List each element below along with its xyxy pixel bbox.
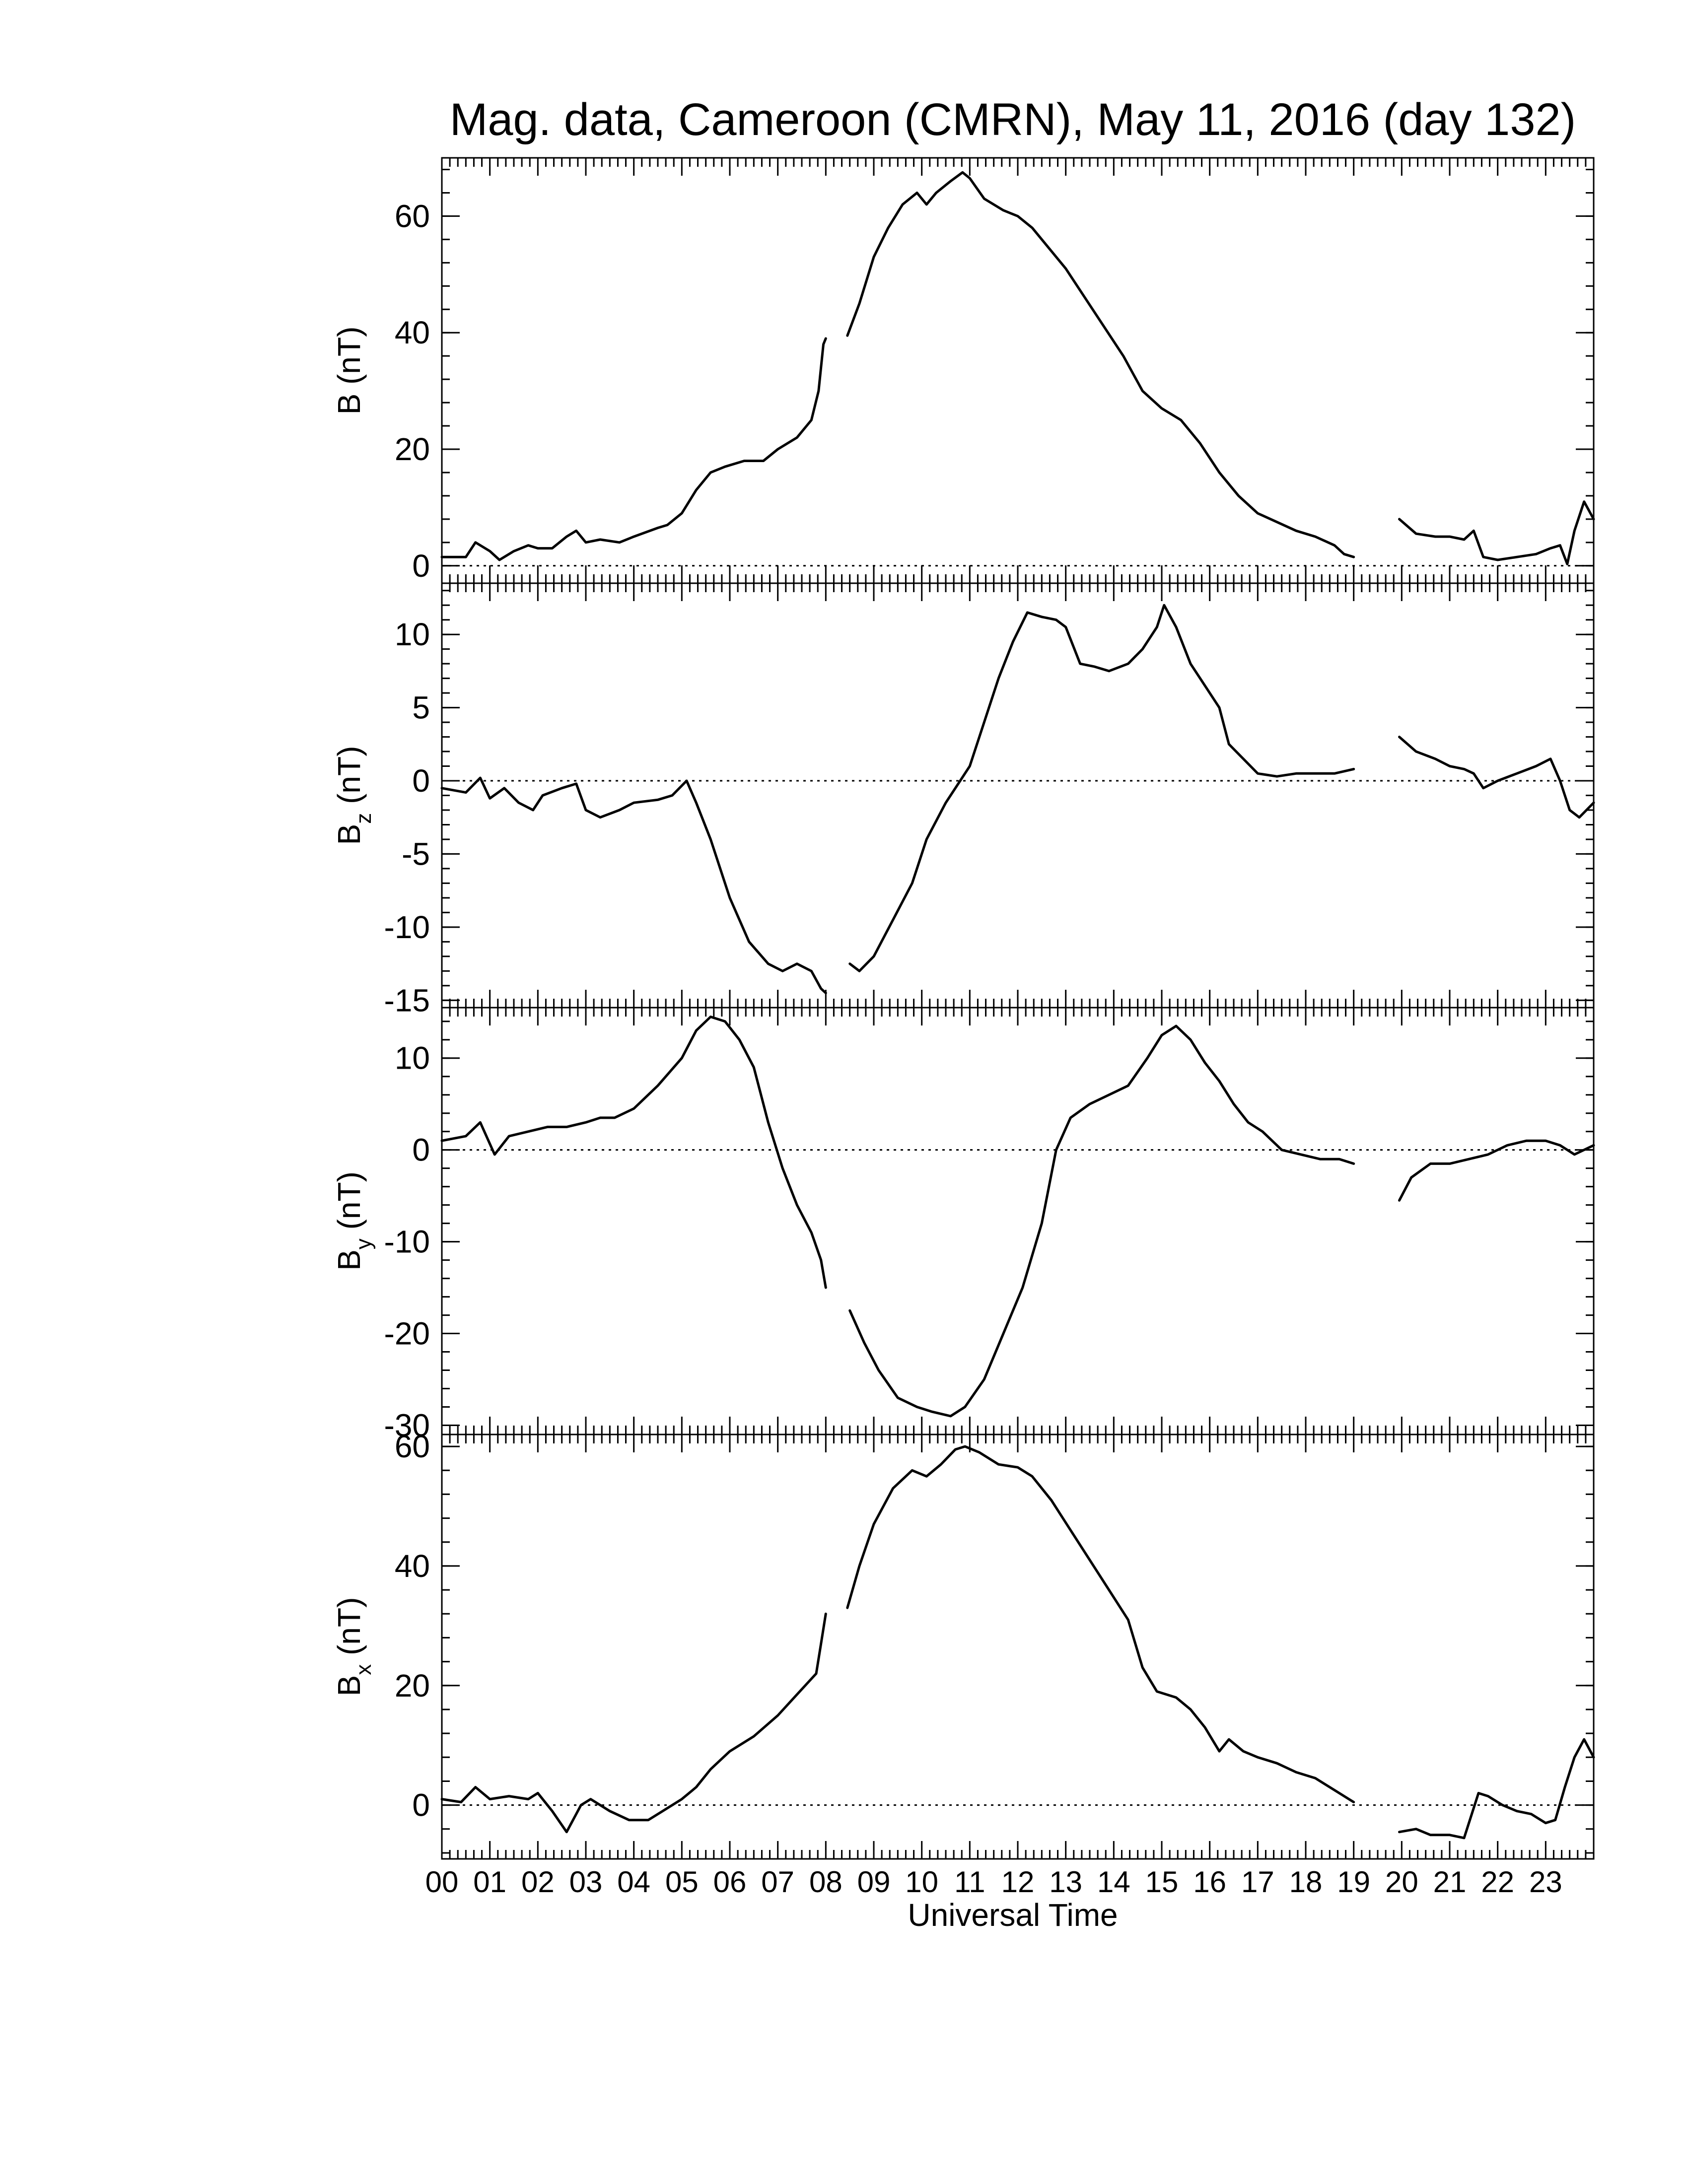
y-tick-label: 60 <box>395 1429 430 1464</box>
y-minor-ticks <box>442 1445 1594 1854</box>
x-tick-label: 00 <box>425 1865 459 1899</box>
x-tick-label: 04 <box>617 1865 650 1899</box>
y-tick-label: -10 <box>384 1224 430 1260</box>
x-tick-label: 14 <box>1097 1865 1130 1899</box>
series-line-bz <box>440 776 827 994</box>
x-tick-label: 18 <box>1289 1865 1323 1899</box>
x-tick-label: 21 <box>1433 1865 1467 1899</box>
y-minor-ticks <box>442 1021 1594 1427</box>
y-tick-label: 10 <box>395 1040 430 1076</box>
y-minor-ticks <box>442 590 1594 1001</box>
y-tick-label: 0 <box>412 1132 430 1168</box>
series-line-bx <box>1398 1738 1595 1840</box>
y-axis-label: B (nT) <box>331 327 367 415</box>
series-line-bx <box>846 1445 1355 1804</box>
y-tick-label: -20 <box>384 1316 430 1352</box>
chart-title: Mag. data, Cameroon (CMRN), May 11, 2016… <box>450 94 1576 145</box>
panels: 0 20 40 60 B (nT) -15 -10 -5 0 5 10 Bz (nT) -30 -20 -1… <box>331 157 1595 1860</box>
x-tick-label: 11 <box>954 1865 985 1899</box>
x-ticks <box>441 158 1595 583</box>
x-tick-label: 15 <box>1145 1865 1179 1899</box>
x-tick-label: 12 <box>1001 1865 1035 1899</box>
y-tick-label: 40 <box>395 315 430 350</box>
x-tick-label: 06 <box>713 1865 747 1899</box>
panel-frame <box>441 157 1595 584</box>
y-tick-label: 0 <box>412 763 430 799</box>
y-tick-label: -15 <box>384 982 430 1018</box>
x-ticks <box>441 583 1595 1008</box>
y-tick-label: 10 <box>395 616 430 652</box>
y-axis-label: Bx (nT) <box>331 1597 376 1697</box>
y-tick-label: -5 <box>402 836 430 872</box>
x-tick-labels: 00 01 02 03 04 05 06 07 08 09 10 11 12 13 14 15 16 17 18 19… <box>425 1865 1562 1899</box>
x-tick-label: 09 <box>857 1865 891 1899</box>
x-tick-label: 23 <box>1529 1865 1562 1899</box>
panel-frame <box>441 1433 1595 1860</box>
panel-b: 0 20 40 60 B (nT) <box>331 157 1595 584</box>
x-ticks <box>441 1434 1595 1859</box>
panel-bx: 0 20 40 60 Bx (nT) <box>331 1429 1595 1860</box>
x-tick-label: 13 <box>1049 1865 1082 1899</box>
y-tick-label: 0 <box>412 548 430 584</box>
panel-frame <box>441 582 1595 1009</box>
y-axis-label: Bz (nT) <box>331 746 376 845</box>
y-tick-label: 20 <box>395 431 430 467</box>
y-tick-label: -10 <box>384 909 430 945</box>
x-tick-label: 22 <box>1481 1865 1514 1899</box>
series-line-by <box>1398 1139 1595 1202</box>
series-line-bz <box>1398 736 1595 819</box>
x-tick-label: 05 <box>665 1865 699 1899</box>
y-minor-ticks <box>442 168 1594 567</box>
x-ticks <box>441 1008 1595 1434</box>
x-tick-label: 03 <box>569 1865 603 1899</box>
y-tick-label: 5 <box>412 690 430 726</box>
y-tick-label: 60 <box>395 198 430 234</box>
y-axis-label: By (nT) <box>331 1171 376 1271</box>
x-tick-label: 07 <box>761 1865 794 1899</box>
x-tick-label: 20 <box>1385 1865 1418 1899</box>
x-tick-label: 01 <box>473 1865 506 1899</box>
y-tick-label: -30 <box>384 1408 430 1443</box>
x-tick-label: 16 <box>1193 1865 1226 1899</box>
series-line-b <box>440 337 827 561</box>
series-line-b <box>846 171 1355 558</box>
panel-bz: -15 -10 -5 0 5 10 Bz (nT) <box>331 582 1595 1018</box>
panel-frame <box>441 1007 1595 1435</box>
x-tick-label: 10 <box>905 1865 938 1899</box>
series-line-bz <box>848 604 1355 972</box>
series-line-bx <box>440 1612 827 1834</box>
x-tick-label: 08 <box>809 1865 843 1899</box>
series-line-b <box>1398 500 1595 565</box>
y-tick-label: 0 <box>412 1787 430 1823</box>
x-tick-label: 17 <box>1241 1865 1274 1899</box>
series-line-by <box>440 1016 827 1289</box>
panel-by: -30 -20 -10 0 10 By (nT) <box>331 1007 1595 1443</box>
y-tick-label: 40 <box>395 1548 430 1584</box>
series-line-by <box>848 1024 1355 1418</box>
x-axis-label: Universal Time <box>908 1897 1118 1933</box>
x-tick-label: 02 <box>521 1865 555 1899</box>
x-tick-label: 19 <box>1337 1865 1370 1899</box>
y-tick-label: 20 <box>395 1668 430 1704</box>
